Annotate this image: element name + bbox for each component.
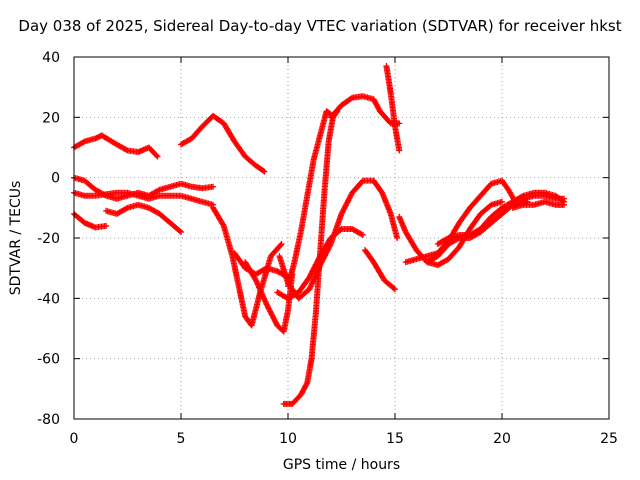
data-point (277, 242, 284, 249)
data-points (71, 63, 568, 407)
y-tick-label: 20 (42, 110, 60, 126)
data-point (153, 152, 160, 159)
data-point (392, 286, 398, 293)
data-point (303, 381, 310, 388)
series-arc1 (71, 132, 161, 160)
x-tick-label: 0 (70, 431, 79, 447)
data-point (176, 227, 183, 234)
data-point (390, 285, 397, 292)
series-arc15 (383, 63, 403, 154)
x-tick-label: 25 (600, 431, 618, 447)
grid-lines (74, 57, 609, 419)
series-arc4 (71, 210, 110, 231)
data-point (261, 168, 268, 175)
series-arc14 (327, 93, 403, 127)
x-tick-label: 20 (493, 431, 511, 447)
data-point (561, 201, 568, 208)
tick-labels: 0 5 10 15 20 25 -80 -60 -40 -20 0 20 40 (37, 50, 618, 447)
data-point (220, 221, 227, 228)
x-axis-label: GPS time / hours (282, 457, 401, 473)
series-arc6 (178, 112, 268, 175)
series-arc11 (285, 108, 334, 290)
chart-title: Day 038 of 2025, Sidereal Day-to-day VTE… (18, 17, 622, 35)
data-point (260, 167, 267, 174)
data-point (210, 183, 217, 190)
data-point (103, 222, 110, 229)
x-tick-label: 15 (386, 431, 404, 447)
plot-frame (73, 56, 610, 420)
data-point (178, 228, 184, 235)
data-point (123, 205, 130, 212)
y-tick-label: 0 (51, 171, 60, 187)
series-arc19 (424, 192, 568, 266)
series-arc20 (434, 189, 568, 248)
x-tick-label: 10 (279, 431, 297, 447)
data-point (499, 198, 505, 205)
y-tick-label: -20 (37, 231, 60, 247)
data-point (358, 231, 365, 238)
data-point (80, 139, 87, 146)
data-point (278, 241, 285, 248)
y-tick-label: 40 (42, 50, 60, 66)
data-point (444, 235, 451, 242)
data-point (519, 193, 526, 200)
data-point (396, 147, 403, 154)
series-arc16 (362, 247, 398, 293)
data-point (123, 146, 130, 153)
y-axis-label: SDTVAR / TECUs (8, 180, 24, 296)
series-arc18 (402, 177, 531, 266)
y-tick-label: -40 (37, 291, 60, 307)
series-arc5 (103, 201, 184, 235)
y-tick-label: -60 (37, 352, 60, 368)
series-arc13 (276, 177, 401, 302)
data-point (154, 153, 161, 160)
series-arc21 (509, 198, 568, 211)
data-point (155, 187, 162, 194)
data-point (394, 235, 401, 241)
x-tick-label: 5 (177, 431, 186, 447)
data-point (348, 95, 355, 102)
data-point (359, 231, 366, 238)
series-arc12 (280, 108, 341, 407)
y-tick-label: -80 (37, 412, 60, 428)
